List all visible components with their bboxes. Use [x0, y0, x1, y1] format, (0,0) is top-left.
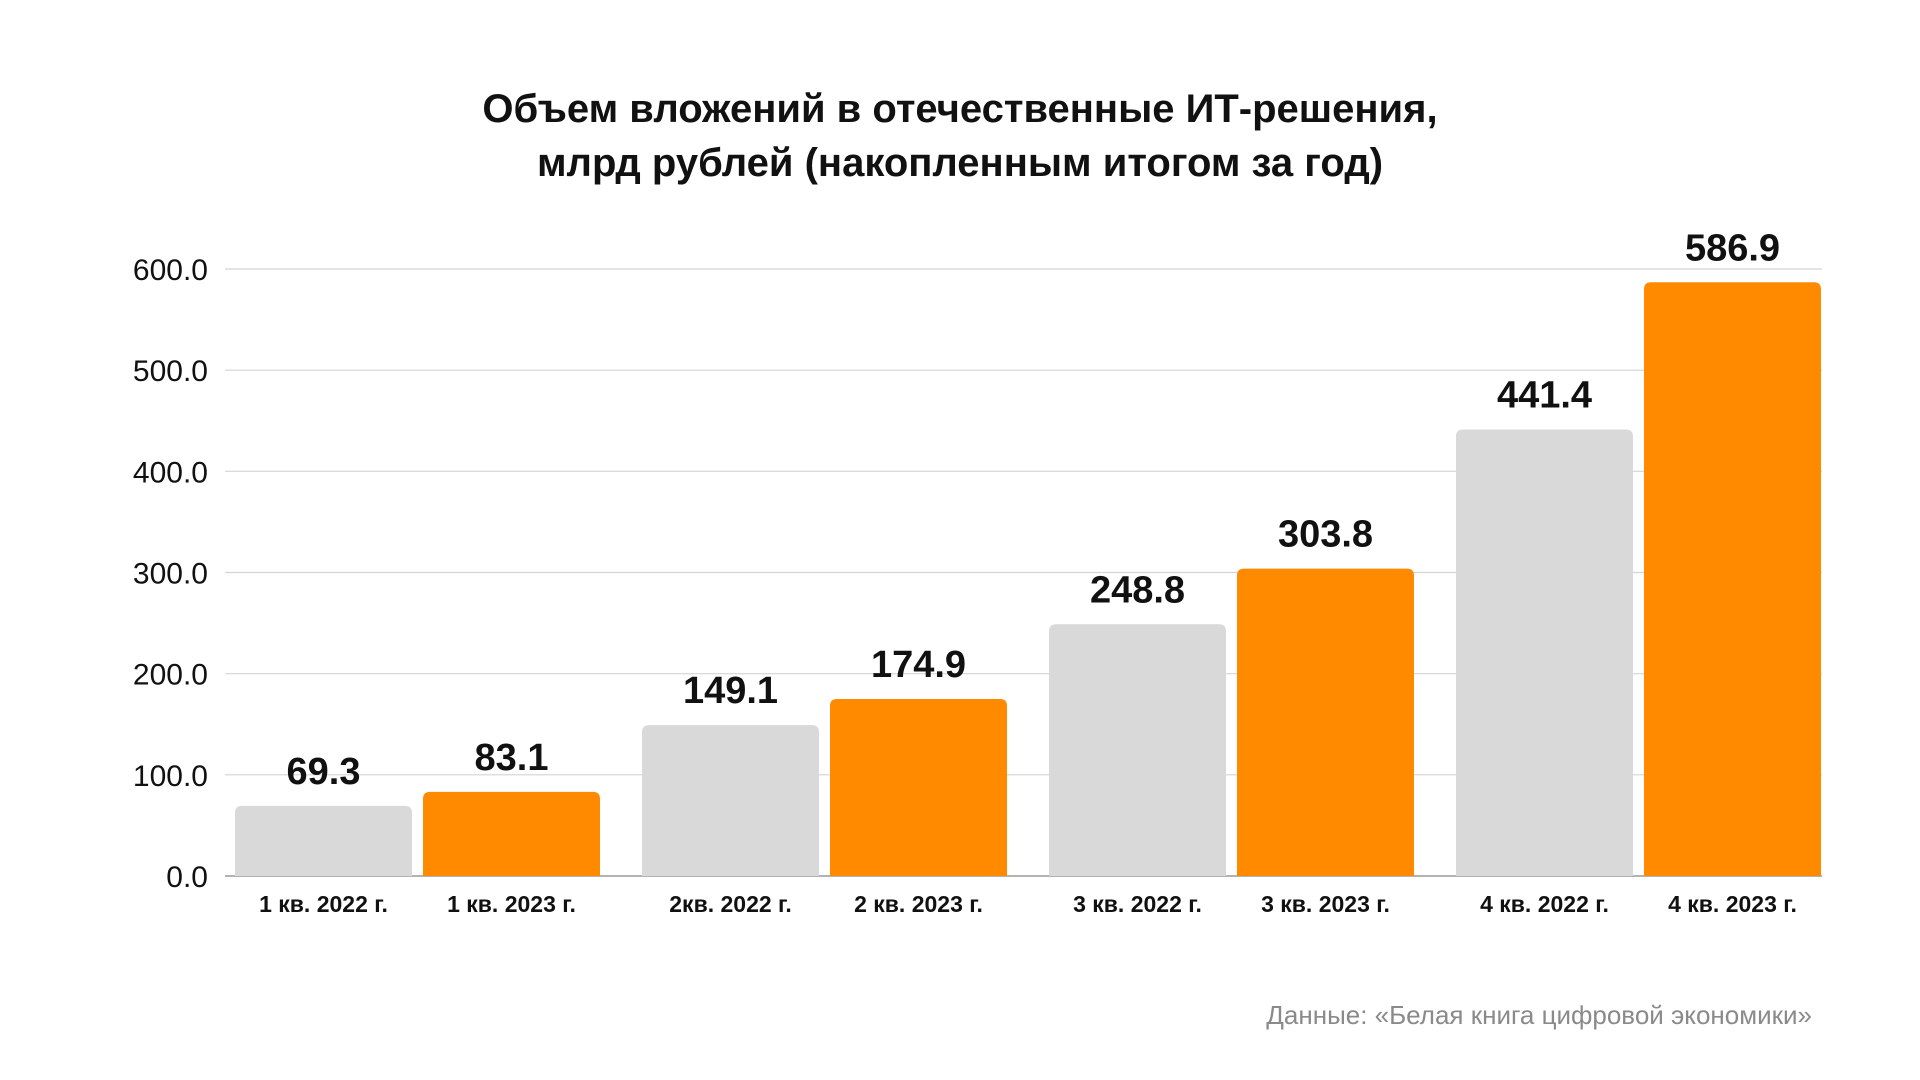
x-tick-label: 4 кв. 2022 г. — [1480, 891, 1609, 917]
bar — [1644, 282, 1821, 877]
source-note: Данные: «Белая книга цифровой экономики» — [1266, 1000, 1812, 1030]
data-label: 248.8 — [1090, 569, 1185, 611]
bar — [1237, 568, 1414, 876]
bar — [1049, 624, 1226, 876]
y-tick-label: 300.0 — [133, 558, 208, 591]
bar — [423, 791, 600, 876]
x-tick-label: 1 кв. 2023 г. — [447, 891, 576, 917]
data-label: 441.4 — [1497, 374, 1592, 416]
x-tick-label: 3 кв. 2022 г. — [1073, 891, 1202, 917]
y-tick-label: 0.0 — [166, 861, 208, 894]
data-label: 586.9 — [1685, 227, 1780, 269]
chart-title-line-2: млрд рублей (накопленным итогом за год) — [536, 141, 1384, 185]
y-tick-label: 400.0 — [133, 456, 208, 489]
x-tick-label: 2 кв. 2023 г. — [854, 891, 983, 917]
y-tick-label: 200.0 — [133, 659, 208, 692]
y-tick-label: 500.0 — [133, 355, 208, 388]
data-label: 149.1 — [683, 670, 778, 712]
data-label: 69.3 — [287, 751, 361, 793]
x-tick-label: 1 кв. 2022 г. — [259, 891, 388, 917]
data-label: 174.9 — [871, 644, 966, 686]
chart-title: Объем вложений в отечественные ИТ-решени… — [0, 82, 1920, 190]
bar — [1456, 429, 1633, 876]
bar — [642, 725, 819, 876]
data-label: 83.1 — [475, 737, 549, 779]
x-tick-label: 2кв. 2022 г. — [669, 891, 791, 917]
x-tick-label: 3 кв. 2023 г. — [1261, 891, 1390, 917]
x-tick-label: 4 кв. 2023 г. — [1668, 891, 1797, 917]
y-tick-label: 600.0 — [133, 254, 208, 287]
data-label: 303.8 — [1278, 514, 1373, 556]
y-tick-label: 100.0 — [133, 760, 208, 793]
bar — [235, 805, 412, 876]
chart-title-line-1: Объем вложений в отечественные ИТ-решени… — [482, 87, 1438, 131]
bar — [830, 699, 1007, 876]
